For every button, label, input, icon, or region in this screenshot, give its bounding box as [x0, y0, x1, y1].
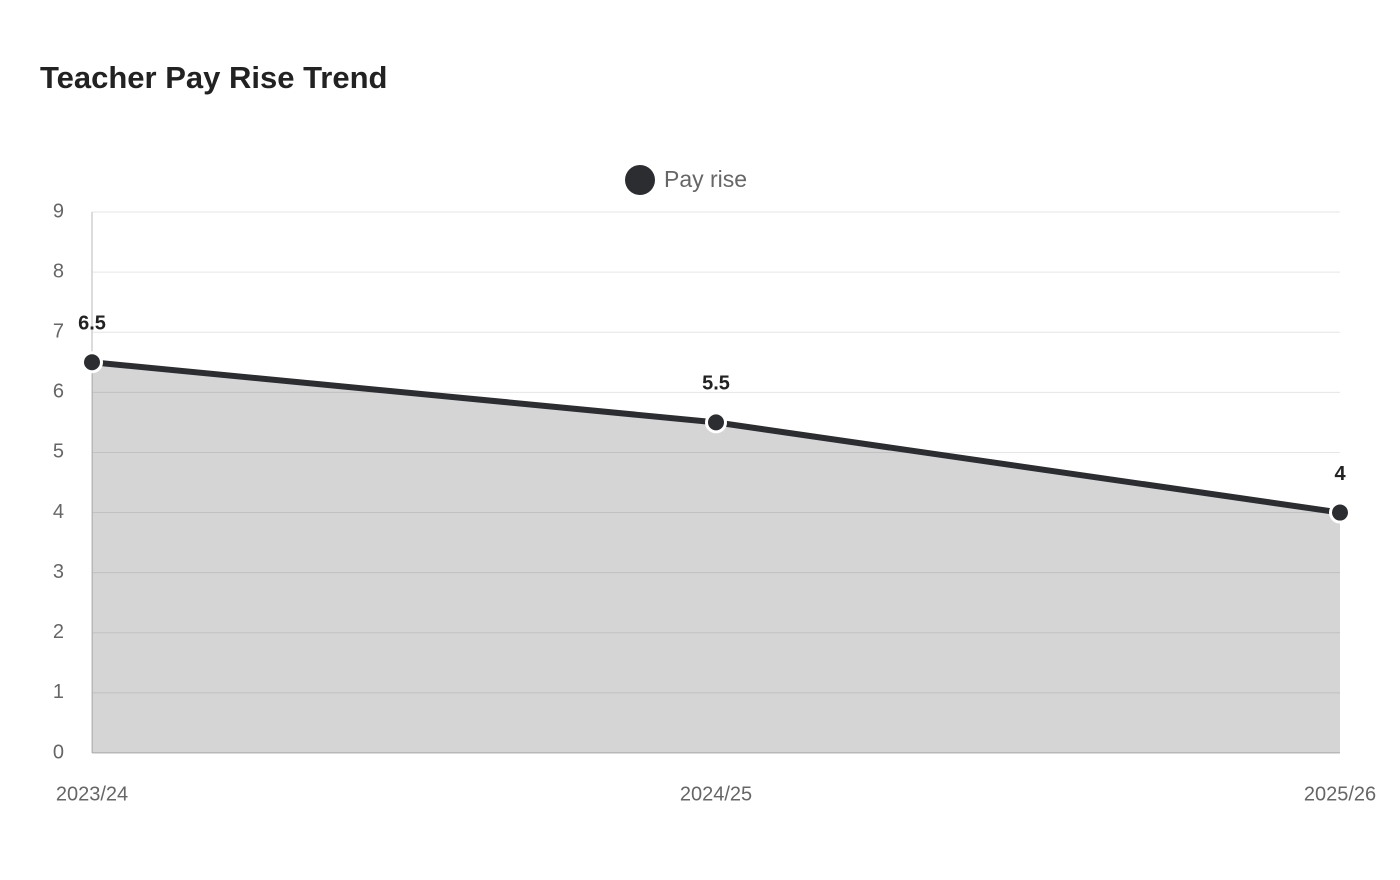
- y-tick-label: 5: [53, 441, 64, 463]
- x-tick-label: 2023/24: [56, 783, 128, 805]
- point: [81, 351, 103, 374]
- y-tick-label: 0: [53, 741, 64, 763]
- y-tick-label: 4: [53, 501, 64, 523]
- y-tick-label: 7: [53, 321, 64, 343]
- legend-label: Pay rise: [664, 166, 747, 192]
- chart-title: Teacher Pay Rise Trend: [40, 60, 387, 95]
- y-tick-label: 8: [53, 260, 64, 282]
- data-label: 5.5: [702, 373, 730, 395]
- y-tick-label: 2: [53, 621, 64, 643]
- x-tick-label: 2025/26: [1304, 783, 1376, 805]
- point: [1329, 501, 1351, 524]
- y-tick-label: 6: [53, 381, 64, 403]
- data-label: 6.5: [78, 313, 106, 335]
- x-tick-label: 2024/25: [680, 783, 752, 805]
- y-tick-label: 1: [53, 681, 64, 703]
- legend-marker: [625, 165, 655, 195]
- area: [92, 362, 1340, 753]
- point: [705, 411, 727, 434]
- data-label: 4: [1334, 463, 1346, 485]
- y-tick-label: 9: [53, 200, 64, 222]
- y-tick-label: 3: [53, 561, 64, 583]
